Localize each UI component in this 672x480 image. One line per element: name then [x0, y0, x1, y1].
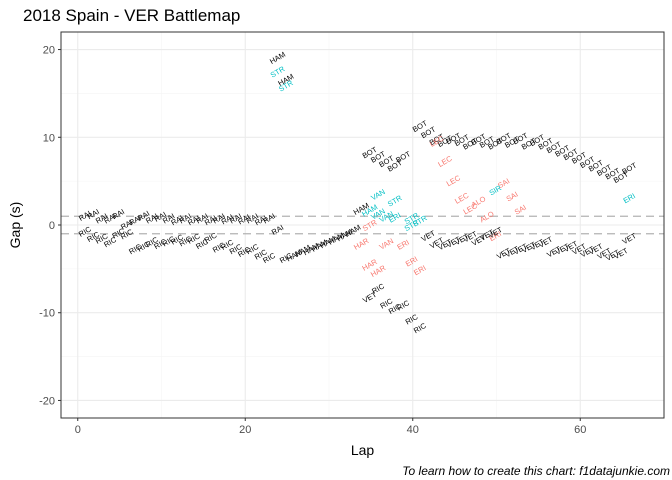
chart-caption: To learn how to create this chart: f1dat… [402, 464, 670, 478]
x-tick-label: 0 [75, 424, 81, 436]
threshold-lines [61, 215, 664, 235]
x-tick-label: 20 [239, 424, 251, 436]
y-tick-label: 20 [43, 45, 55, 57]
x-tick-label: 40 [407, 424, 419, 436]
y-axis-title: Gap (s) [7, 202, 23, 249]
y-tick-label: -10 [39, 308, 55, 320]
y-axis-ticks: -20 -10 0 10 20 [39, 45, 61, 407]
y-tick-label: 0 [49, 220, 55, 232]
x-axis-title: Lap [351, 442, 375, 458]
x-tick-label: 60 [574, 424, 586, 436]
grid-layer [61, 32, 664, 418]
y-tick-label: -20 [39, 395, 55, 407]
chart-title: 2018 Spain - VER Battlemap [23, 6, 240, 25]
y-tick-label: 10 [43, 132, 55, 144]
x-axis-ticks: 0 20 40 60 [75, 418, 586, 436]
